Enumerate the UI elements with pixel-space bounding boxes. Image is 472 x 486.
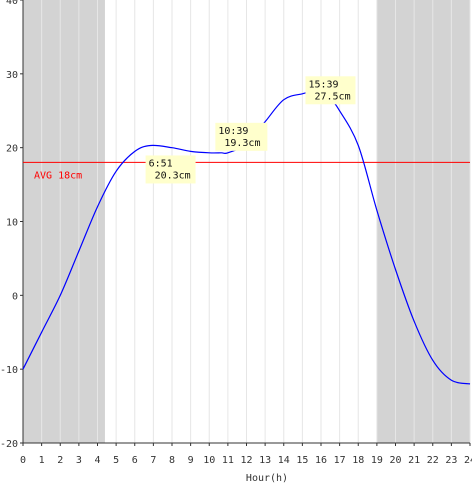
x-tick-label-10: 10 [203,455,215,466]
y-tick-label-10: 10 [6,218,18,229]
grid-lines [41,0,471,443]
x-tick-label-4: 4 [94,455,100,466]
y-tick-label--10: -10 [0,365,18,376]
x-tick-label-13: 13 [259,455,271,466]
average-label: AVG 18cm [34,170,82,181]
x-tick-label-9: 9 [188,455,194,466]
x-tick-label-19: 19 [371,455,383,466]
average-line-group: AVG 18cm [23,161,470,181]
x-tick-label-14: 14 [278,455,290,466]
annotation-time-0: 6:51 [149,158,173,169]
x-tick-label-1: 1 [39,455,45,466]
x-tick-label-0: 0 [20,455,26,466]
annotation-time-2: 15:39 [308,79,338,90]
shaded-period-0 [23,0,105,443]
x-tick-label-20: 20 [389,455,401,466]
annotation-box-1 [215,122,268,151]
y-tick-label--20: -20 [0,439,18,450]
annotation-value-0: 20.3cm [155,170,191,181]
x-tick-label-3: 3 [76,455,82,466]
x-tick-label-2: 2 [57,455,63,466]
x-tick-label-15: 15 [296,455,308,466]
annotation-box-2 [305,76,356,105]
x-tick-label-22: 22 [427,455,439,466]
x-axis-title: Hour(h) [246,473,288,484]
x-tick-label-17: 17 [334,455,346,466]
x-tick-label-5: 5 [113,455,119,466]
x-tick-label-21: 21 [408,455,420,466]
x-tick-label-23: 23 [445,455,457,466]
y-tick-label-40: 40 [6,0,18,7]
x-tick-label-7: 7 [150,455,156,466]
x-tick-label-18: 18 [352,455,364,466]
x-tick-label-8: 8 [169,455,175,466]
x-tick-label-12: 12 [240,455,252,466]
y-tick-label-30: 30 [6,70,18,81]
annotation-value-2: 27.5cm [314,91,350,102]
shaded-period-1 [376,0,470,443]
annotation-value-1: 19.3cm [224,138,260,149]
x-tick-label-16: 16 [315,455,327,466]
annotation-box-0 [145,155,196,184]
axes: 0123456789101112131415161718192021222324… [0,0,472,466]
y-tick-label-0: 0 [12,291,18,302]
y-tick-label-20: 20 [6,144,18,155]
x-tick-label-6: 6 [132,455,138,466]
x-tick-label-11: 11 [222,455,234,466]
annotation-time-1: 10:39 [218,126,248,137]
x-tick-label-24: 24 [464,455,472,466]
